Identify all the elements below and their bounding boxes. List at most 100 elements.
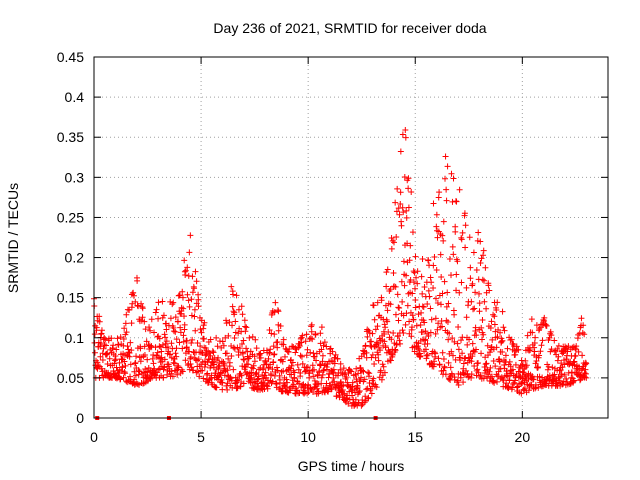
data-point [182, 357, 189, 364]
data-point [455, 346, 462, 353]
data-point [122, 370, 129, 377]
data-point [508, 336, 515, 343]
data-point [462, 222, 469, 229]
data-point [207, 336, 214, 343]
data-point [122, 320, 129, 327]
data-point [489, 336, 496, 343]
data-point [129, 300, 136, 307]
data-point [277, 323, 284, 330]
data-point [402, 321, 409, 328]
data-point [223, 317, 230, 324]
data-point [370, 375, 377, 382]
data-point [153, 306, 160, 313]
data-point [447, 364, 454, 371]
data-point [170, 299, 177, 306]
data-point [392, 347, 399, 354]
data-point [440, 218, 447, 225]
data-point [291, 374, 298, 381]
data-point [242, 364, 249, 371]
data-point [467, 275, 474, 282]
data-point [518, 390, 525, 397]
data-point [416, 346, 423, 353]
data-point [419, 303, 426, 310]
data-point [453, 271, 460, 278]
data-point [206, 350, 213, 357]
data-point [183, 337, 190, 344]
data-point [306, 367, 313, 374]
data-point [210, 349, 217, 356]
data-point [228, 343, 235, 350]
data-point [239, 311, 246, 318]
data-point [177, 329, 184, 336]
data-point [240, 337, 247, 344]
data-point [167, 315, 174, 322]
data-point [173, 345, 180, 352]
data-points [90, 127, 590, 409]
data-point [330, 366, 337, 373]
data-point [228, 377, 235, 384]
data-point [524, 332, 531, 339]
data-point [139, 314, 146, 321]
data-point [583, 360, 590, 367]
data-point [390, 329, 397, 336]
data-point [190, 367, 197, 374]
data-point [332, 351, 339, 358]
data-point [110, 342, 117, 349]
data-point [459, 229, 466, 236]
data-point [485, 282, 492, 289]
data-point [323, 343, 330, 350]
data-point [160, 312, 167, 319]
data-point [370, 302, 377, 309]
data-point [448, 348, 455, 355]
data-point [383, 283, 390, 290]
data-point [368, 390, 375, 397]
data-point [454, 340, 461, 347]
data-point [266, 327, 273, 334]
data-point [132, 359, 139, 366]
data-point [114, 335, 121, 342]
data-point [462, 244, 469, 251]
data-point [303, 331, 310, 338]
data-point [116, 359, 123, 366]
data-point [478, 255, 485, 262]
y-tick-label: 0.3 [65, 169, 85, 185]
data-point [236, 345, 243, 352]
data-point [170, 359, 177, 366]
data-point [213, 334, 220, 341]
data-point [246, 334, 253, 341]
data-point [353, 365, 360, 372]
data-point [236, 325, 243, 332]
y-tick-label: 0.2 [65, 250, 85, 266]
data-point [415, 311, 422, 318]
data-point [477, 259, 484, 266]
data-point [356, 387, 363, 394]
data-point [493, 344, 500, 351]
data-point [210, 358, 217, 365]
data-point [324, 361, 331, 368]
data-point [412, 304, 419, 311]
data-point [175, 318, 182, 325]
data-point [146, 324, 153, 331]
data-point [199, 367, 206, 374]
data-point [193, 278, 200, 285]
data-point [480, 247, 487, 254]
data-point [200, 325, 207, 332]
y-tick-label: 0.25 [57, 209, 84, 225]
data-point [131, 360, 138, 367]
data-point [352, 371, 359, 378]
data-point [195, 303, 202, 310]
data-point [172, 314, 179, 321]
data-point [428, 279, 435, 286]
data-point [331, 354, 338, 361]
data-point [155, 299, 162, 306]
data-point [422, 346, 429, 353]
data-point [201, 363, 208, 370]
data-point [510, 380, 517, 387]
data-point [555, 342, 562, 349]
data-point [411, 285, 418, 292]
data-point [112, 356, 119, 363]
data-point [152, 309, 159, 316]
data-point [188, 296, 195, 303]
data-point [250, 362, 257, 369]
data-point [446, 330, 453, 337]
